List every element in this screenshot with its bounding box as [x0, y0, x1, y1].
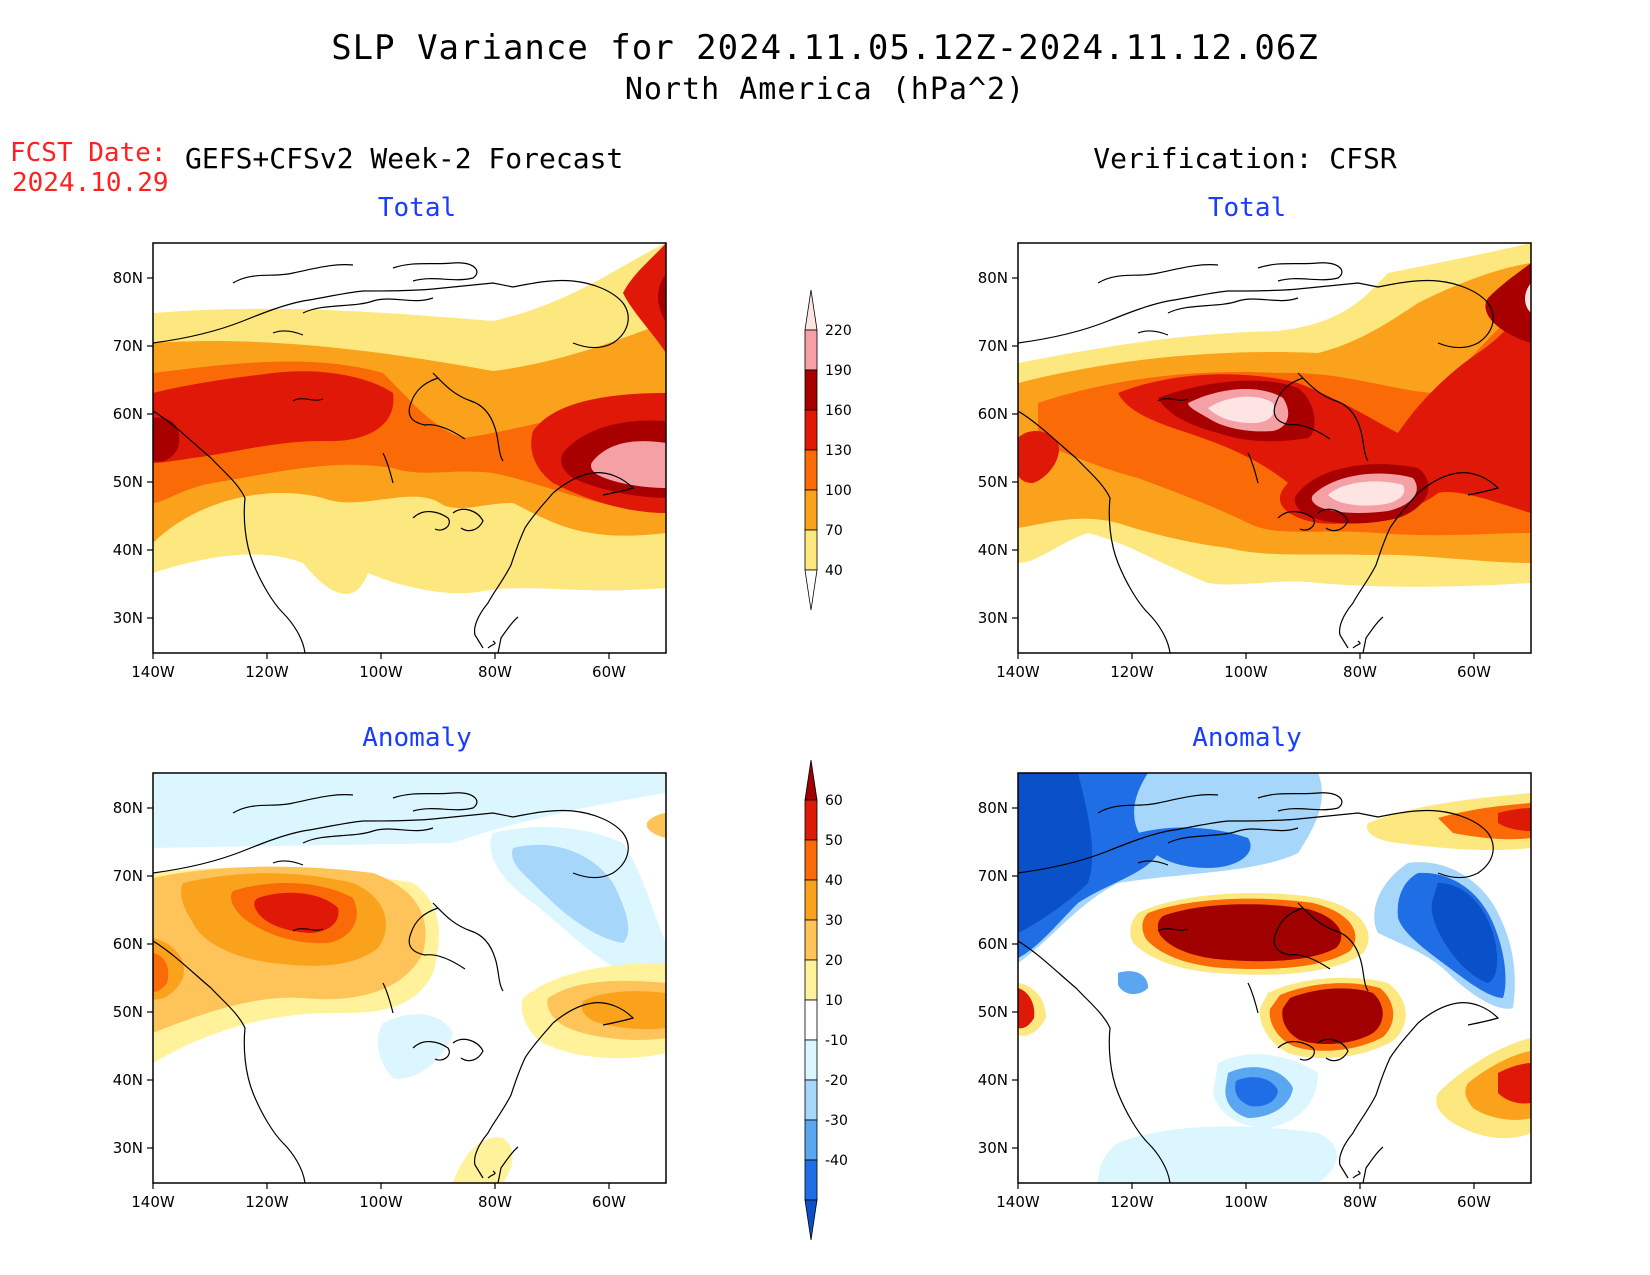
verification-heading: Verification: CFSR: [1093, 142, 1397, 175]
lat-tick-label: 60N: [978, 935, 1008, 953]
colorbar-level-label: -10: [825, 1033, 848, 1049]
colorbar-level-label: 50: [825, 833, 843, 849]
colorbar-box: [804, 799, 818, 841]
lat-tick-label: 70N: [978, 867, 1008, 885]
colorbar-level-label: -20: [825, 1073, 848, 1089]
lat-tick-label: 40N: [978, 541, 1008, 559]
lon-tick-label: 120W: [245, 663, 289, 681]
lat-tick-label: 30N: [113, 609, 143, 627]
colorbar-box: [804, 999, 818, 1041]
lon-tick-label: 60W: [1457, 1193, 1491, 1211]
colorbar-bottom-triangle: [804, 569, 818, 611]
lat-tick-label: 80N: [978, 799, 1008, 817]
lat-tick-label: 80N: [978, 269, 1008, 287]
colorbar-level-label: 100: [825, 483, 852, 499]
fcst-date-value: 2024.10.29: [12, 168, 169, 198]
colorbar-box: [804, 839, 818, 881]
lon-tick-label: 140W: [996, 663, 1040, 681]
lon-tick-label: 60W: [592, 663, 626, 681]
colorbar-total: 220 190 160 130 100 70 40: [804, 289, 852, 611]
lat-tick-label: 50N: [978, 1003, 1008, 1021]
lat-tick-label: 30N: [978, 1139, 1008, 1157]
colorbar-box: [804, 919, 818, 961]
colorbar-bottom-triangle: [804, 1199, 818, 1241]
lon-tick-label: 140W: [996, 1193, 1040, 1211]
colorbar-level-label: 60: [825, 793, 843, 809]
colorbar-box: [804, 449, 818, 491]
colorbar-anomaly: 60 50 40 30 20 10 -10 -20 -30 -40: [804, 759, 848, 1241]
colorbar-box: [804, 529, 818, 571]
lon-tick-label: 120W: [1110, 1193, 1154, 1211]
lat-tick-label: 80N: [113, 799, 143, 817]
lon-tick-label: 140W: [131, 1193, 175, 1211]
colorbar-box: [804, 1119, 818, 1161]
lon-tick-label: 100W: [1224, 663, 1268, 681]
lat-tick-label: 40N: [113, 1071, 143, 1089]
forecast-heading: GEFS+CFSv2 Week-2 Forecast: [185, 142, 624, 175]
figure-title: SLP Variance for 2024.11.05.12Z-2024.11.…: [331, 28, 1319, 68]
colorbar-level-label: 190: [825, 363, 852, 379]
colorbar-box: [804, 1159, 818, 1201]
colorbar-level-label: 10: [825, 993, 843, 1009]
lat-tick-label: 70N: [113, 867, 143, 885]
lon-tick-label: 80W: [1343, 663, 1377, 681]
colorbar-level-label: 160: [825, 403, 852, 419]
colorbar-level-label: 130: [825, 443, 852, 459]
lat-tick-label: 50N: [113, 1003, 143, 1021]
colorbar-box: [804, 409, 818, 451]
map-panel-verification-anomaly: [1017, 772, 1532, 1184]
colorbar-level-label: -30: [825, 1113, 848, 1129]
lat-tick-label: 70N: [978, 337, 1008, 355]
colorbar-box: [804, 329, 818, 371]
lat-tick-label: 50N: [113, 473, 143, 491]
map-panel-forecast-anomaly: [152, 772, 667, 1184]
colorbar-top-triangle: [804, 289, 818, 331]
lon-tick-label: 80W: [478, 1193, 512, 1211]
fcst-date-label: FCST Date:: [10, 138, 167, 168]
colorbar-level-label: 40: [825, 563, 843, 579]
colorbar-box: [804, 959, 818, 1001]
lat-tick-label: 40N: [978, 1071, 1008, 1089]
lat-tick-label: 30N: [113, 1139, 143, 1157]
map-panel-forecast-total: [152, 242, 667, 654]
colorbar-box: [804, 1079, 818, 1121]
panel-title-forecast-anomaly: Anomaly: [362, 723, 472, 753]
panel-title-forecast-total: Total: [377, 193, 457, 223]
lat-tick-label: 40N: [113, 541, 143, 559]
panel-title-verification-total: Total: [1207, 193, 1287, 223]
colorbar-level-label: 30: [825, 913, 843, 929]
figure-subtitle: North America (hPa^2): [624, 72, 1026, 107]
lon-tick-label: 120W: [1110, 663, 1154, 681]
lon-tick-label: 140W: [131, 663, 175, 681]
lat-tick-label: 60N: [113, 935, 143, 953]
lon-tick-label: 120W: [245, 1193, 289, 1211]
colorbar-level-label: -40: [825, 1153, 848, 1169]
colorbar-level-label: 70: [825, 523, 843, 539]
lon-tick-label: 100W: [359, 1193, 403, 1211]
lon-tick-label: 100W: [1224, 1193, 1268, 1211]
lat-tick-label: 50N: [978, 473, 1008, 491]
panel-title-verification-anomaly: Anomaly: [1192, 723, 1302, 753]
colorbar-top-triangle: [804, 759, 818, 801]
colorbar-box: [804, 489, 818, 531]
lon-tick-label: 60W: [592, 1193, 626, 1211]
colorbar-box: [804, 369, 818, 411]
lat-tick-label: 60N: [113, 405, 143, 423]
colorbar-level-label: 220: [825, 323, 852, 339]
lon-tick-label: 100W: [359, 663, 403, 681]
axis-ticks: 80N 70N 60N 50N 40N 30N 140W 120W 100W 80W 60W 80N 7…: [113, 269, 1491, 1211]
colorbar-level-label: 20: [825, 953, 843, 969]
lon-tick-label: 60W: [1457, 663, 1491, 681]
lat-tick-label: 30N: [978, 609, 1008, 627]
colorbar-level-label: 40: [825, 873, 843, 889]
lat-tick-label: 70N: [113, 337, 143, 355]
lat-tick-label: 60N: [978, 405, 1008, 423]
colorbar-box: [804, 879, 818, 921]
map-panel-verification-total: [1017, 242, 1532, 654]
lon-tick-label: 80W: [478, 663, 512, 681]
colorbar-box: [804, 1039, 818, 1081]
lat-tick-label: 80N: [113, 269, 143, 287]
lon-tick-label: 80W: [1343, 1193, 1377, 1211]
